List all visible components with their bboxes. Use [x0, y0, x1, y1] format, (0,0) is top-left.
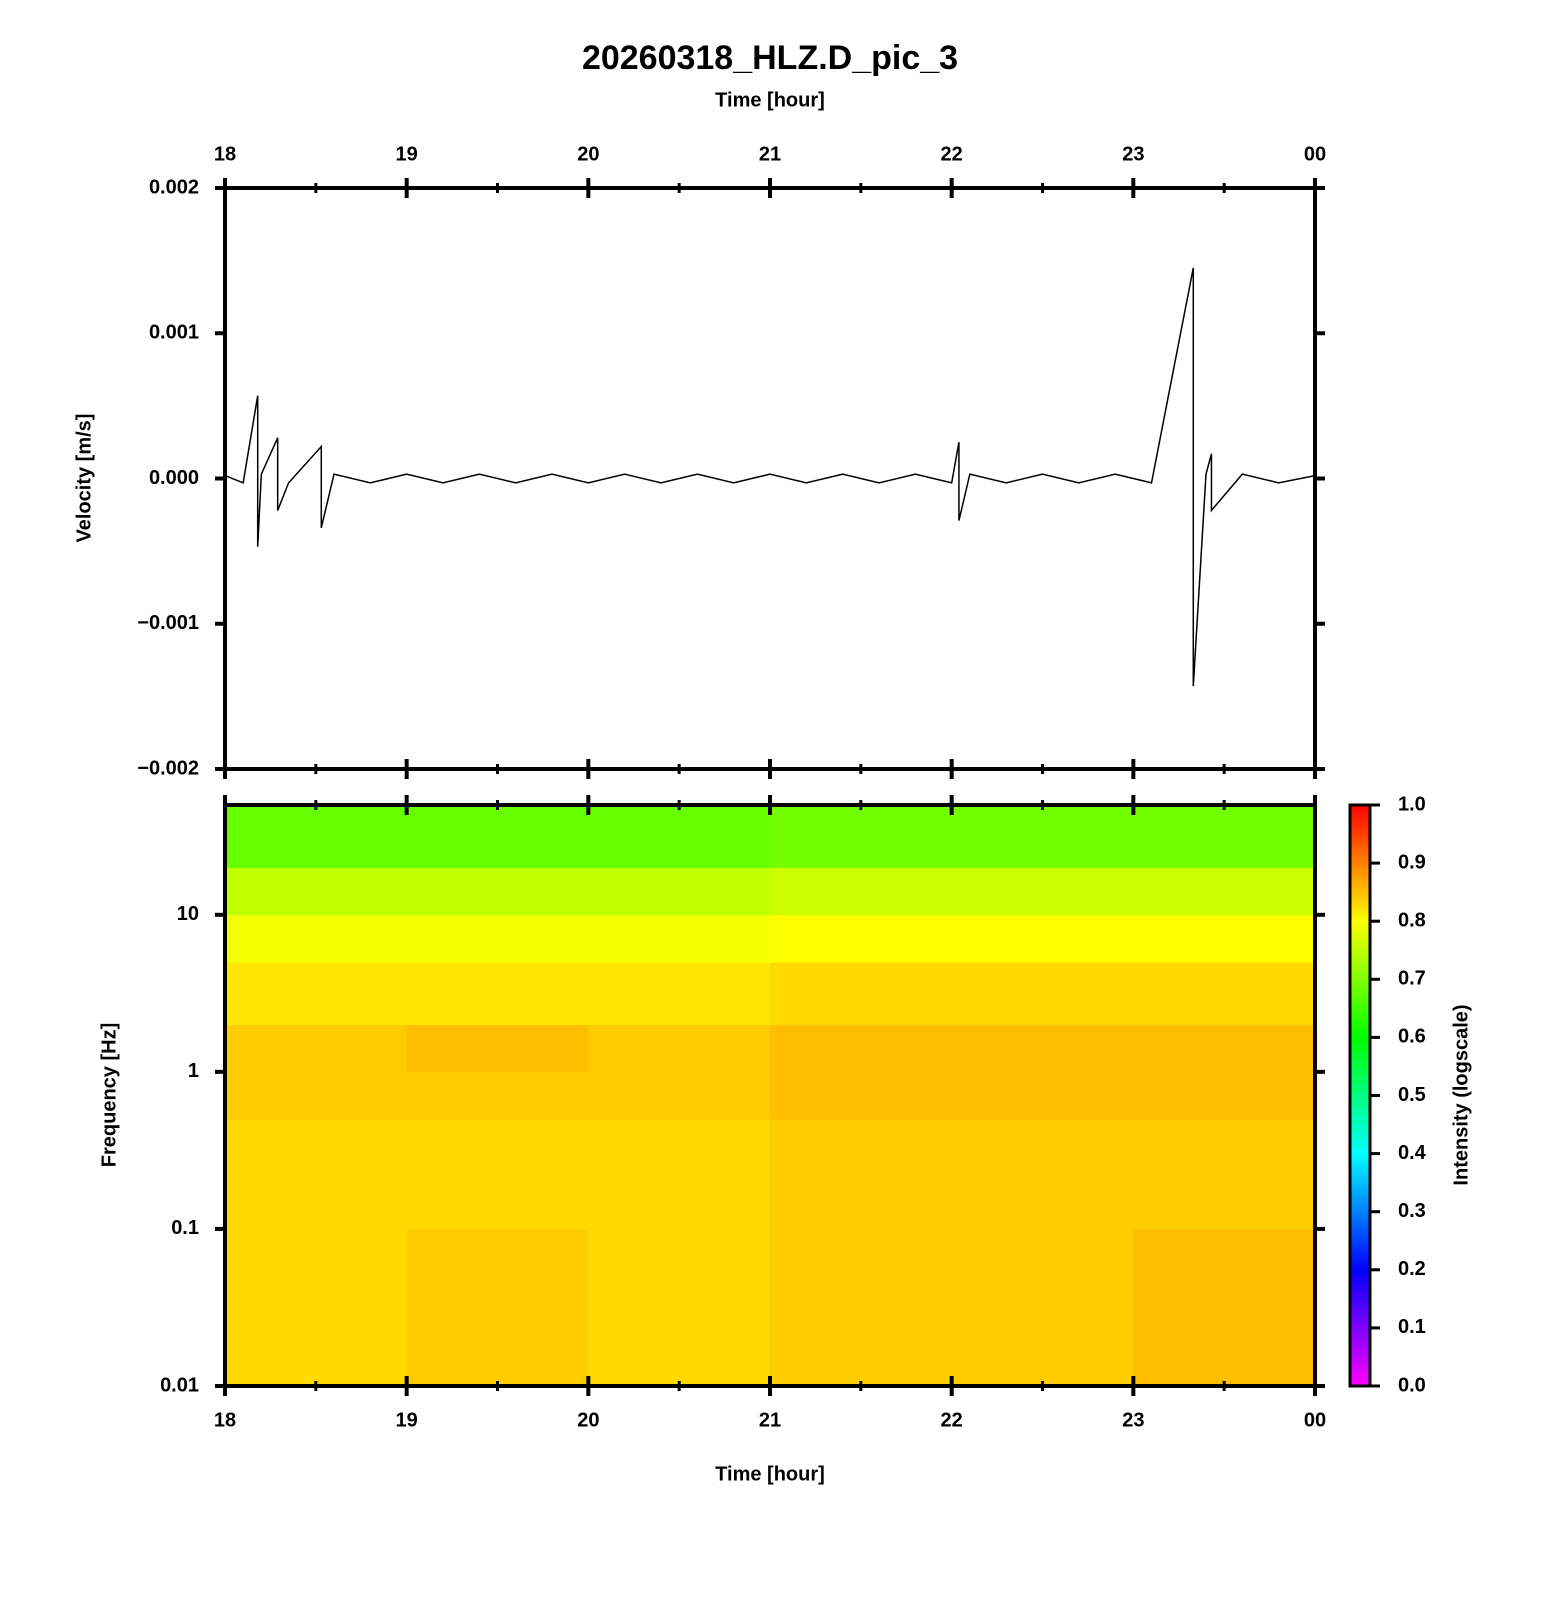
heatmap-cell	[770, 1119, 953, 1230]
colorbar-tick-label: 1.0	[1398, 793, 1426, 815]
colorbar-tick-label: 0.9	[1398, 851, 1426, 873]
heatmap-cell	[225, 1119, 408, 1230]
heatmap-cell	[951, 914, 1134, 963]
heatmap-cell	[770, 1024, 953, 1073]
y-tick-label: 0.000	[149, 467, 199, 489]
heatmap-cell	[951, 805, 1134, 869]
heatmap-cell	[406, 867, 589, 916]
heatmap-cell	[951, 1119, 1134, 1230]
heatmap-cell	[406, 805, 589, 869]
colorbar-tick-label: 0.8	[1398, 909, 1426, 931]
heatmap-cell	[770, 867, 953, 916]
x-tick-label: 22	[941, 143, 963, 165]
heatmap-cell	[225, 962, 408, 1026]
y-tick-label: 0.01	[160, 1374, 199, 1396]
heatmap-cell	[225, 1228, 408, 1387]
heatmap-cell	[406, 962, 589, 1026]
x-axis-label: Time [hour]	[715, 89, 825, 111]
colorbar-tick-label: 0.7	[1398, 968, 1426, 990]
x-tick-label: 23	[1122, 1409, 1144, 1431]
heatmap-cell	[406, 1071, 589, 1120]
heatmap-cell	[225, 914, 408, 963]
heatmap-cell	[770, 1228, 953, 1387]
heatmap-cell	[588, 914, 771, 963]
heatmap-cell	[406, 1024, 589, 1073]
colorbar-tick-label: 0.3	[1398, 1200, 1426, 1222]
y-axis-label: Frequency [Hz]	[98, 1023, 120, 1167]
y-tick-label: −0.002	[137, 757, 199, 779]
heatmap-cell	[951, 1228, 1134, 1387]
x-tick-label: 21	[759, 1409, 781, 1431]
x-tick-label: 18	[214, 1409, 236, 1431]
heatmap-cell	[588, 1119, 771, 1230]
x-tick-label: 20	[577, 1409, 599, 1431]
heatmap-cell	[951, 1071, 1134, 1120]
x-tick-label: 19	[396, 143, 418, 165]
x-tick-label: 20	[577, 143, 599, 165]
x-tick-label: 23	[1122, 143, 1144, 165]
x-tick-label: 22	[941, 1409, 963, 1431]
colorbar-tick-label: 0.1	[1398, 1316, 1426, 1338]
y-tick-label: 0.001	[149, 322, 199, 344]
heatmap-cell	[1133, 805, 1316, 869]
heatmap-cell	[225, 1024, 408, 1073]
heatmap-cell	[588, 1228, 771, 1387]
colorbar	[1348, 803, 1372, 1388]
heatmap-cell	[588, 1024, 771, 1073]
y-axis-label: Velocity [m/s]	[73, 414, 95, 543]
heatmap-cell	[1133, 962, 1316, 1026]
heatmap-cell	[770, 914, 953, 963]
heatmap-cell	[406, 1228, 589, 1387]
heatmap-cell	[406, 1119, 589, 1230]
heatmap-cell	[951, 867, 1134, 916]
y-tick-label: 0.1	[171, 1217, 199, 1239]
x-tick-label: 21	[759, 143, 781, 165]
colorbar-label: Intensity (logscale)	[1450, 1004, 1472, 1185]
heatmap-cell	[770, 962, 953, 1026]
heatmap-cell	[1133, 1024, 1316, 1073]
heatmap-cell	[588, 1071, 771, 1120]
colorbar-tick-label: 0.5	[1398, 1084, 1426, 1106]
colorbar-tick-label: 0.0	[1398, 1374, 1426, 1396]
colorbar-tick-label: 0.2	[1398, 1258, 1426, 1280]
chart-title: 20260318_HLZ.D_pic_3	[582, 39, 958, 77]
y-tick-label: −0.001	[137, 612, 199, 634]
y-tick-label: 0.002	[149, 176, 199, 198]
x-tick-label: 18	[214, 143, 236, 165]
colorbar-tick-label: 0.4	[1398, 1142, 1427, 1164]
heatmap-cell	[1133, 1071, 1316, 1120]
heatmap-cell	[588, 867, 771, 916]
heatmap-cell	[1133, 867, 1316, 916]
x-tick-label: 19	[396, 1409, 418, 1431]
y-tick-label: 1	[188, 1060, 199, 1082]
heatmap-cell	[1133, 1228, 1316, 1387]
x-axis-label: Time [hour]	[715, 1463, 825, 1485]
y-tick-label: 10	[177, 903, 199, 925]
heatmap-cell	[225, 805, 408, 869]
heatmap-cell	[770, 1071, 953, 1120]
heatmap-cell	[588, 962, 771, 1026]
heatmap-cell	[406, 914, 589, 963]
heatmap-cell	[225, 867, 408, 916]
colorbar-tick-label: 0.6	[1398, 1026, 1426, 1048]
heatmap-cell	[951, 1024, 1134, 1073]
heatmap-cell	[770, 805, 953, 869]
waveform	[224, 267, 1316, 687]
heatmap-cell	[588, 805, 771, 869]
heatmap-cell	[225, 1071, 408, 1120]
heatmap-cell	[1133, 1119, 1316, 1230]
x-tick-label: 00	[1304, 1409, 1326, 1431]
heatmap-cell	[1133, 914, 1316, 963]
x-tick-label: 00	[1304, 143, 1326, 165]
heatmap-cell	[951, 962, 1134, 1026]
